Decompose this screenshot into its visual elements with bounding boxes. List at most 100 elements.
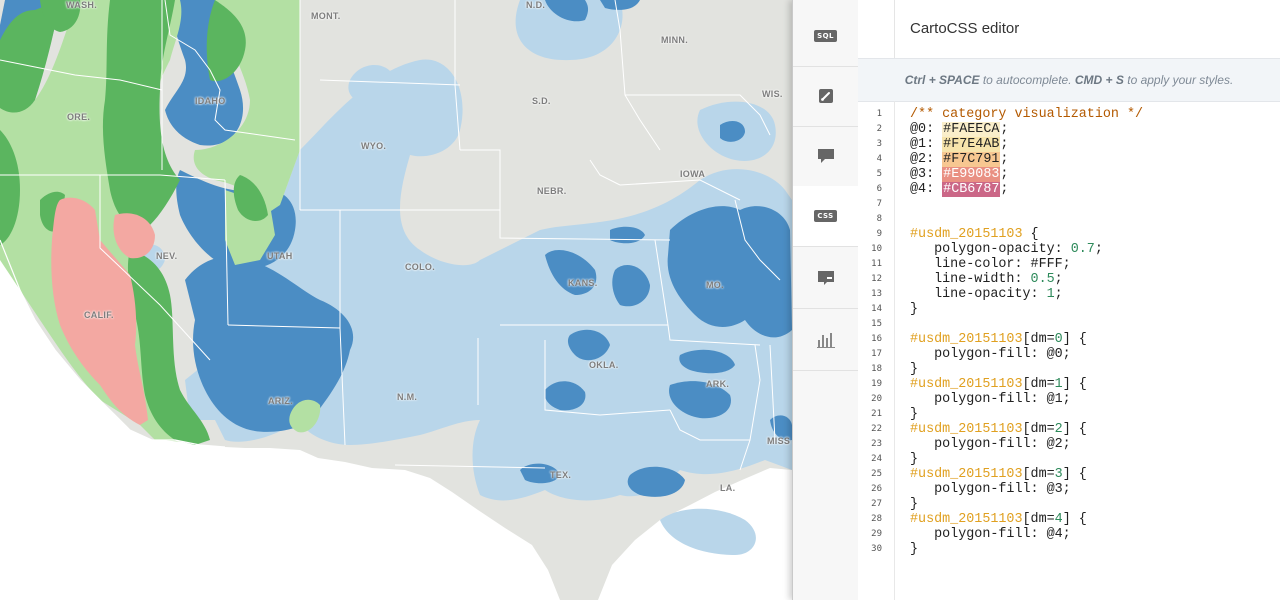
code-token: ] { (1062, 422, 1087, 437)
state-label-okla: OKLA. (589, 360, 619, 370)
coastline (0, 239, 226, 448)
code-line[interactable]: 11 line-color: #FFF; (858, 257, 1280, 272)
code-text: } (910, 302, 918, 317)
legends-button[interactable] (793, 248, 858, 309)
map-canvas[interactable]: WASH. MONT. N.D. MINN. WIS. IDAHO ORE. S… (0, 0, 792, 600)
code-text: #usdm_20151103[dm=4] { (910, 512, 1087, 527)
code-token: 4 (1054, 512, 1063, 527)
code-line[interactable]: 12 line-width: 0.5; (858, 272, 1280, 287)
code-text: polygon-fill: @4; (910, 527, 1071, 542)
code-text: #usdm_20151103[dm=1] { (910, 377, 1087, 392)
code-line[interactable]: 29 polygon-fill: @4; (858, 527, 1280, 542)
code-line[interactable]: 4 @2: #F7C791; (858, 152, 1280, 167)
code-token: #usdm_20151103 (910, 332, 1023, 347)
line-number: 13 (871, 289, 882, 299)
code-token: 0.7 (1070, 242, 1095, 257)
wizard-button[interactable] (793, 66, 858, 127)
line-number: 17 (871, 349, 882, 359)
hint-shortcut-apply: CMD + S (1074, 73, 1124, 87)
code-line[interactable]: 3 @1: #F7E4AB; (858, 137, 1280, 152)
line-number: 16 (871, 334, 882, 344)
state-label-ariz: ARIZ. (268, 396, 293, 406)
line-number: 24 (871, 454, 882, 464)
code-line[interactable]: 9 #usdm_20151103 { (858, 227, 1280, 242)
state-label-nev: NEV. (156, 251, 178, 261)
code-line[interactable]: 15 (858, 317, 1280, 332)
sql-icon: SQL (814, 30, 837, 42)
code-editor[interactable]: 1 /** category visualization */ 2 @0: #FAEE… (858, 107, 1280, 557)
code-token: ; (1000, 152, 1009, 167)
code-line[interactable]: 20 polygon-fill: @1; (858, 392, 1280, 407)
tool-rail: SQL CSS (792, 0, 859, 600)
code-line[interactable]: 16 #usdm_20151103[dm=0] { (858, 332, 1280, 347)
line-number: 8 (876, 214, 882, 224)
code-token: line-width: (910, 272, 1031, 287)
line-number: 25 (871, 469, 882, 479)
line-number: 3 (876, 139, 882, 149)
code-line[interactable]: 8 (858, 212, 1280, 227)
code-token: polygon-opacity: (910, 242, 1071, 257)
code-token: polygon-fill: @1; (910, 392, 1071, 407)
code-line[interactable]: 7 (858, 197, 1280, 212)
code-token: 1 (1046, 287, 1055, 302)
code-line[interactable]: 22 #usdm_20151103[dm=2] { (858, 422, 1280, 437)
line-number: 29 (871, 529, 882, 539)
code-line[interactable]: 1 /** category visualization */ (858, 107, 1280, 122)
code-token: ; (1054, 287, 1063, 302)
state-label-la: LA. (720, 483, 736, 493)
code-token: } (910, 497, 919, 512)
infowindow-button[interactable] (793, 126, 858, 187)
sql-button[interactable]: SQL (793, 6, 858, 67)
code-line[interactable]: 28 #usdm_20151103[dm=4] { (858, 512, 1280, 527)
legend-icon (817, 271, 834, 285)
code-line[interactable]: 19 #usdm_20151103[dm=1] { (858, 377, 1280, 392)
code-line[interactable]: 14} (858, 302, 1280, 317)
code-line[interactable]: 25 #usdm_20151103[dm=3] { (858, 467, 1280, 482)
code-text: @0: #FAEECA; (910, 122, 1008, 137)
code-token: 2 (1054, 422, 1063, 437)
line-number: 12 (871, 274, 882, 284)
code-line[interactable]: 17 polygon-fill: @0; (858, 347, 1280, 362)
line-number: 14 (871, 304, 882, 314)
code-token: line-opacity: (910, 287, 1047, 302)
code-line[interactable]: 23 polygon-fill: @2; (858, 437, 1280, 452)
line-number: 1 (876, 109, 882, 119)
code-line[interactable]: 24} (858, 452, 1280, 467)
code-line[interactable]: 27} (858, 497, 1280, 512)
code-token: [dm= (1022, 422, 1055, 437)
bar-chart-icon (816, 333, 835, 348)
code-token: ] { (1062, 332, 1087, 347)
code-line[interactable]: 26 polygon-fill: @3; (858, 482, 1280, 497)
code-text: polygon-fill: @2; (910, 437, 1071, 452)
filters-button[interactable] (793, 310, 858, 371)
color-swatch-token: #E99083 (942, 167, 1001, 182)
state-label-sd: S.D. (532, 96, 551, 106)
code-text: @4: #CB6787; (910, 182, 1008, 197)
code-line[interactable]: 18} (858, 362, 1280, 377)
code-token: { (1022, 227, 1039, 242)
line-number: 26 (871, 484, 882, 494)
line-number: 18 (871, 364, 882, 374)
state-label-miss: MISS (767, 436, 791, 446)
code-token: @4: (910, 182, 943, 197)
code-token: ; (1094, 242, 1103, 257)
code-line[interactable]: 21} (858, 407, 1280, 422)
code-line[interactable]: 30} (858, 542, 1280, 557)
code-line[interactable]: 10 polygon-opacity: 0.7; (858, 242, 1280, 257)
state-label-iowa: IOWA (680, 169, 706, 179)
state-label-nd: N.D. (526, 0, 546, 10)
code-token: @1: (910, 137, 943, 152)
code-line[interactable]: 13 line-opacity: 1; (858, 287, 1280, 302)
code-token: ] { (1062, 467, 1087, 482)
css-button[interactable]: CSS (793, 186, 858, 247)
state-borders (0, 0, 781, 471)
header-divider (894, 0, 895, 58)
drought-pink (51, 197, 148, 425)
code-line[interactable]: 6 @4: #CB6787; (858, 182, 1280, 197)
code-line[interactable]: 5 @3: #E99083; (858, 167, 1280, 182)
code-text: #usdm_20151103[dm=3] { (910, 467, 1087, 482)
code-line[interactable]: 2 @0: #FAEECA; (858, 122, 1280, 137)
code-token: line-color: #FFF; (910, 257, 1071, 272)
line-number: 19 (871, 379, 882, 389)
code-token: @2: (910, 152, 943, 167)
